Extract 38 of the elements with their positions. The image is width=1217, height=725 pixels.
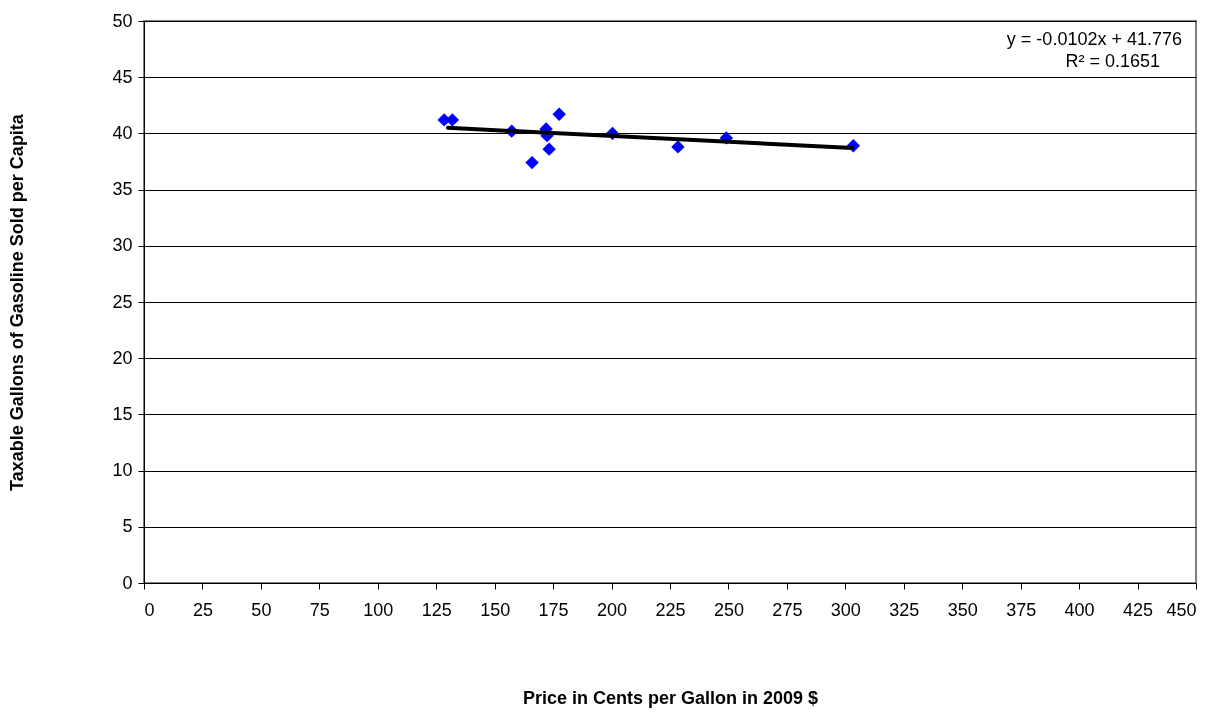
y-tick-label: 10: [112, 460, 133, 481]
x-tick-label: 450: [1166, 599, 1197, 620]
y-tick-label: 35: [112, 179, 133, 200]
x-tick-label: 250: [713, 599, 744, 620]
y-tick-label: 40: [112, 122, 133, 143]
x-tick-label: 125: [421, 599, 452, 620]
x-tick-label: 200: [597, 599, 628, 620]
y-tick-label: 30: [112, 235, 133, 256]
y-tick-label: 25: [112, 291, 133, 312]
y-axis-title: Taxable Gallons of Gasoline Sold per Capita: [7, 113, 28, 491]
y-tick-label: 15: [112, 403, 133, 424]
x-tick-label: 325: [889, 599, 920, 620]
annotation: R² = 0.1651: [1065, 51, 1160, 71]
x-axis-title: Price in Cents per Gallon in 2009 $: [522, 687, 819, 708]
x-tick-label: 375: [1006, 599, 1037, 620]
y-tick-label: 5: [122, 516, 133, 537]
x-tick-label: 175: [538, 599, 569, 620]
y-tick-label: 0: [122, 572, 133, 593]
x-tick-label: 400: [1064, 599, 1095, 620]
annotation: y = -0.0102x + 41.776: [1006, 29, 1182, 49]
point: [552, 107, 566, 121]
x-tick-label: 425: [1123, 599, 1154, 620]
point: [542, 142, 556, 156]
x-tick-label: 350: [947, 599, 978, 620]
x-tick-label: 275: [772, 599, 803, 620]
y-tick-label: 20: [112, 347, 133, 368]
y-tick-label: 45: [112, 66, 133, 87]
x-tick-label: 50: [251, 599, 272, 620]
y-tick-label: 50: [112, 10, 133, 31]
x-tick-label: 225: [655, 599, 686, 620]
x-tick-label: 100: [363, 599, 394, 620]
point: [671, 140, 685, 154]
point: [525, 155, 539, 170]
x-tick-label: 300: [830, 599, 861, 620]
x-tick-label: 25: [192, 599, 213, 620]
x-tick-label: 0: [144, 599, 155, 620]
x-tick-label: 75: [309, 599, 330, 620]
x-tick-label: 150: [480, 599, 511, 620]
